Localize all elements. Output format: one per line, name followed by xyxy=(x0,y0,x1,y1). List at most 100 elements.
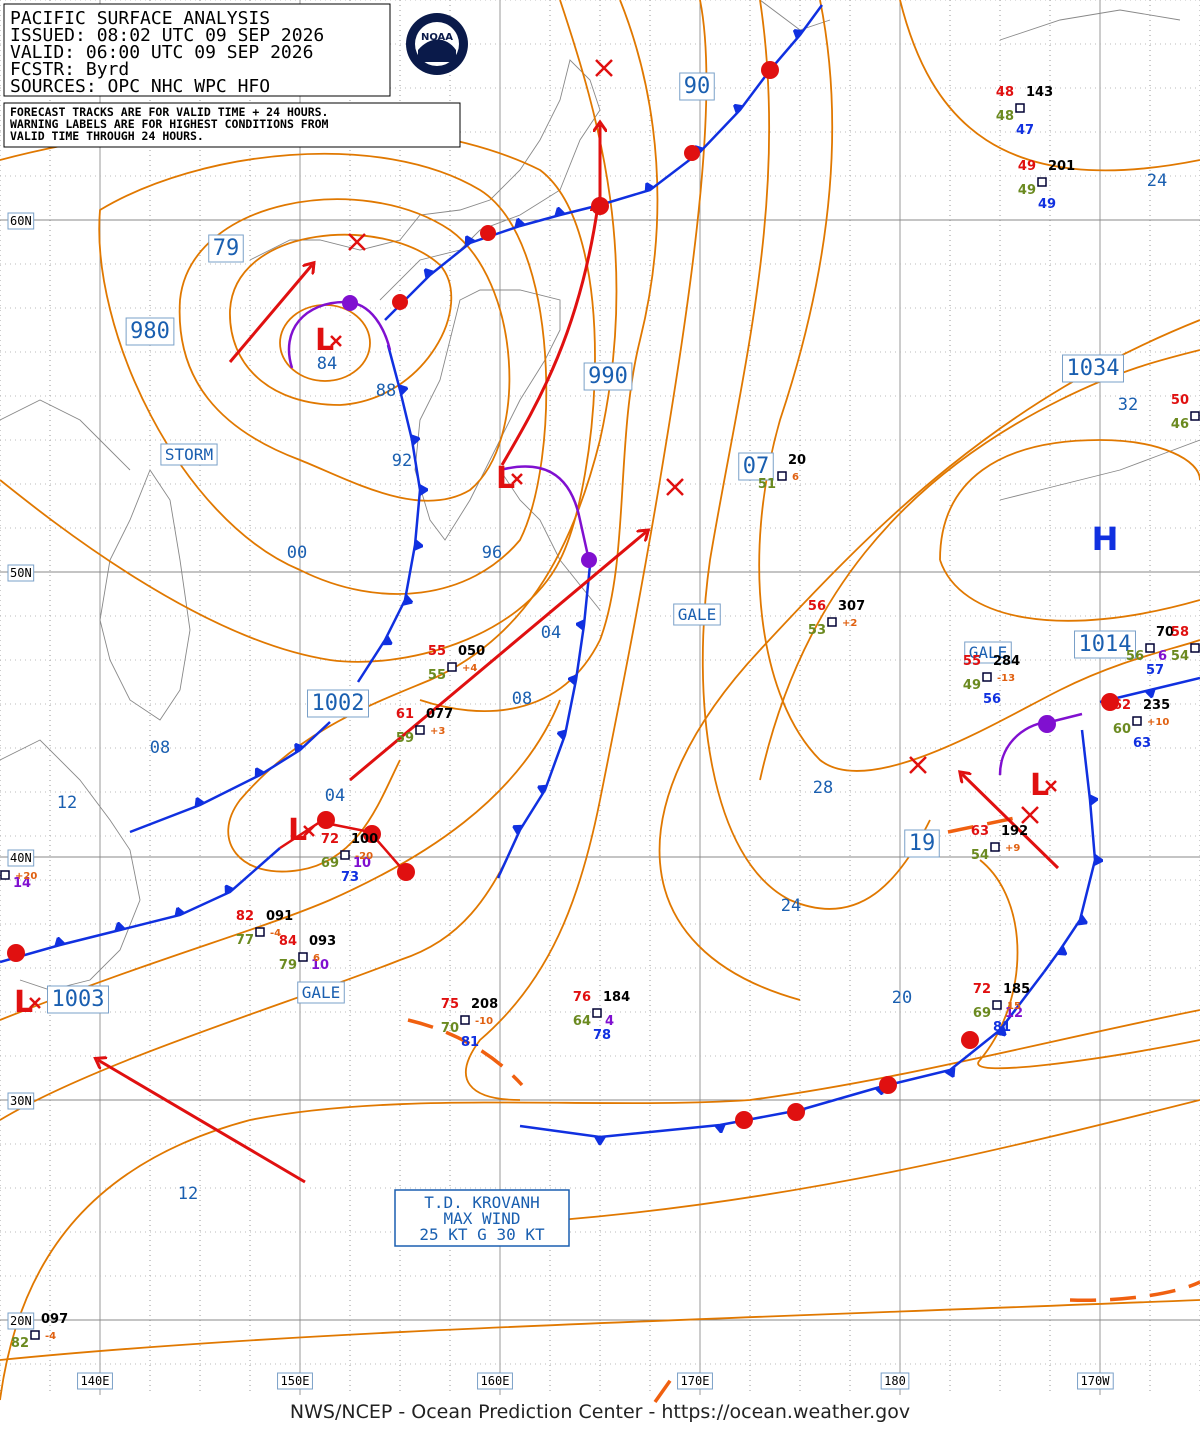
isobar-label: 1034 xyxy=(1067,356,1120,381)
label-box xyxy=(160,443,218,466)
label-box xyxy=(77,1372,113,1390)
station-dew: 53 xyxy=(808,623,826,638)
storm-box-line: T.D. KROVANH xyxy=(424,1193,540,1212)
isobar-label: 24 xyxy=(781,896,801,916)
longitude-label: 140E xyxy=(81,1374,110,1388)
label-box xyxy=(738,452,774,481)
station-dew: 56 xyxy=(1126,649,1144,664)
isobar-label: 1002 xyxy=(312,691,365,716)
station-dew: 51 xyxy=(758,477,776,492)
station xyxy=(30,1330,40,1340)
storm-box xyxy=(394,1189,570,1247)
low-center: L xyxy=(288,813,307,848)
station-temp: 62 xyxy=(1113,698,1131,713)
isobar-label: 08 xyxy=(150,738,170,758)
warning-label: GALE xyxy=(969,643,1008,662)
station xyxy=(592,1008,602,1018)
latitude-label: 20N xyxy=(10,1314,32,1328)
isobar-label: 84 xyxy=(317,354,337,374)
station-dew: 69 xyxy=(321,856,339,871)
station-temp: 55 xyxy=(428,644,446,659)
station-tendency: -4 xyxy=(45,1331,56,1342)
label-box xyxy=(297,981,345,1004)
station-other: 6 xyxy=(1158,649,1167,664)
station-temp: 76 xyxy=(573,990,591,1005)
station-pressure: 184 xyxy=(603,990,630,1005)
station-temp: 56 xyxy=(808,599,826,614)
station-dew: 77 xyxy=(236,933,254,948)
station-tendency: +2 xyxy=(842,618,857,629)
station xyxy=(1037,177,1047,187)
station-tendency: 15 xyxy=(1007,1001,1021,1012)
warning-label: STORM xyxy=(165,445,213,464)
station-temp: 55 xyxy=(963,654,981,669)
isobar-label: 20 xyxy=(892,988,912,1008)
notice-line: FORECAST TRACKS ARE FOR VALID TIME + 24 … xyxy=(10,105,329,119)
low-marker xyxy=(330,335,342,347)
label-box xyxy=(1077,1372,1114,1390)
label-box xyxy=(964,641,1012,664)
station-sst: 81 xyxy=(461,1035,479,1050)
tracks xyxy=(98,125,1060,1184)
station-tendency: -4 xyxy=(270,928,281,939)
isobar-label: 96 xyxy=(482,543,502,563)
longitude-label: 150E xyxy=(281,1374,310,1388)
station-other: 10 xyxy=(311,958,329,973)
isobar-label: 04 xyxy=(541,623,561,643)
label-box xyxy=(904,829,940,858)
latitude-label: 60N xyxy=(10,214,32,228)
isobar-label: 90 xyxy=(684,74,711,99)
station-pressure: 091 xyxy=(266,909,293,924)
station-pressure: 050 xyxy=(458,644,485,659)
latitude-label: 50N xyxy=(10,566,32,580)
station-sst: 47 xyxy=(1016,123,1034,138)
station-dew: 82 xyxy=(11,1336,29,1351)
station-pressure: 192 xyxy=(1001,824,1028,839)
station-dew: 49 xyxy=(1018,183,1036,198)
latitude-label: 40N xyxy=(10,851,32,865)
station-other: 4 xyxy=(605,1014,614,1029)
station xyxy=(255,927,265,937)
station xyxy=(1145,643,1155,653)
header-line: ISSUED: 08:02 UTC 09 SEP 2026 xyxy=(10,25,324,46)
fronts xyxy=(0,4,1200,1404)
station xyxy=(447,662,457,672)
station-temp: 84 xyxy=(279,934,297,949)
station-pressure: 70 xyxy=(1156,625,1174,640)
station-temp: 49 xyxy=(1018,159,1036,174)
low-marker xyxy=(303,825,315,837)
isobar-label: 19 xyxy=(909,831,936,856)
station-tendency: -10 xyxy=(475,1016,493,1027)
low-center: L xyxy=(1030,768,1049,803)
station xyxy=(992,1000,1002,1010)
station-temp: 82 xyxy=(236,909,254,924)
station-tendency: 6 xyxy=(313,953,320,964)
station-tendency: 6 xyxy=(792,472,799,483)
labels: 60N 50N 40N 30N 20N 140E 150E 160E 170E 180 170W 79… xyxy=(0,72,1200,1390)
isobar-label: 07 xyxy=(743,454,770,479)
label-box xyxy=(7,1312,35,1330)
station xyxy=(1190,643,1200,653)
station-pressure: 235 xyxy=(1143,698,1170,713)
label-box xyxy=(677,1372,713,1390)
isobar-label: 32 xyxy=(1118,395,1138,415)
high-center: H xyxy=(1092,520,1119,558)
station xyxy=(982,672,992,682)
station xyxy=(1132,716,1142,726)
isobar-label: 12 xyxy=(178,1184,198,1204)
station-pressure: 208 xyxy=(471,997,498,1012)
station-sst: 56 xyxy=(983,692,1001,707)
station-tendency: +3 xyxy=(430,726,445,737)
station-dew: 70 xyxy=(441,1021,459,1036)
footer: NWS/NCEP - Ocean Prediction Center - htt… xyxy=(290,1401,910,1423)
station-dew: 59 xyxy=(396,731,414,746)
station-sst: 73 xyxy=(341,870,359,885)
logo-text: NOAA xyxy=(421,32,453,43)
station-sst: 81 xyxy=(993,1020,1011,1035)
station-dew: 48 xyxy=(996,109,1014,124)
station-tendency: -20 xyxy=(355,851,373,862)
label-box xyxy=(1074,630,1136,659)
latitude-label: 30N xyxy=(10,1094,32,1108)
isobar-label: 04 xyxy=(325,786,345,806)
station-other: 14 xyxy=(13,876,31,891)
